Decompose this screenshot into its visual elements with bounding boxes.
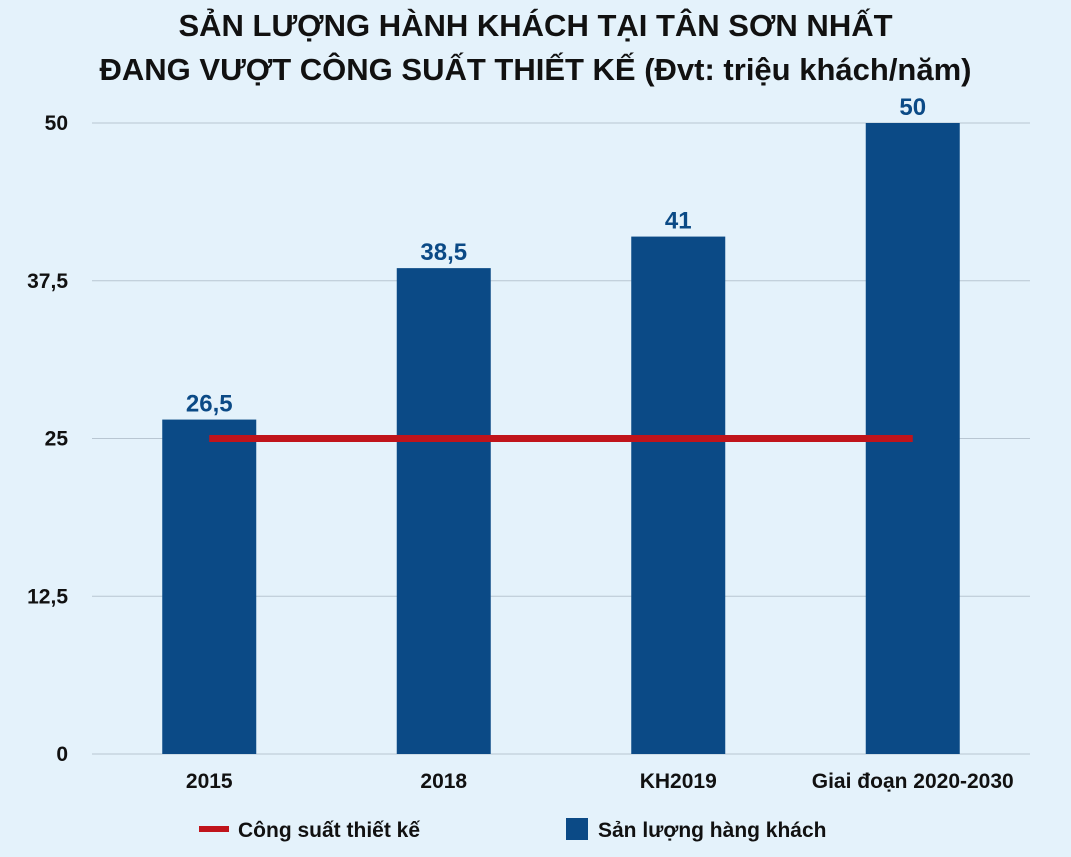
y-tick-label: 0 xyxy=(56,743,68,766)
x-tick-label: Giai đoạn 2020-2030 xyxy=(812,770,1014,793)
data-label: 26,5 xyxy=(186,391,233,418)
x-tick-label: 2018 xyxy=(420,770,467,793)
data-label: 50 xyxy=(899,94,926,121)
chart-subtitle: ĐANG VƯỢT CÔNG SUẤT THIẾT KẾ (Đvt: triệu… xyxy=(99,52,972,87)
legend-label-line: Công suất thiết kế xyxy=(238,819,420,842)
x-tick-label: 2015 xyxy=(186,770,233,793)
y-tick-label: 50 xyxy=(45,112,68,135)
legend-label-bar: Sản lượng hàng khách xyxy=(598,819,827,842)
y-tick-label: 12,5 xyxy=(27,585,68,608)
y-tick-label: 25 xyxy=(45,428,69,451)
x-tick-label: KH2019 xyxy=(640,770,717,793)
bar xyxy=(162,419,257,754)
data-label: 38,5 xyxy=(420,239,467,266)
legend-bar-swatch xyxy=(566,818,588,840)
bar xyxy=(631,236,726,754)
bar xyxy=(396,268,491,754)
y-tick-label: 37,5 xyxy=(27,270,68,293)
chart-title: SẢN LƯỢNG HÀNH KHÁCH TẠI TÂN SƠN NHẤT xyxy=(178,8,893,43)
data-label: 41 xyxy=(665,208,692,235)
